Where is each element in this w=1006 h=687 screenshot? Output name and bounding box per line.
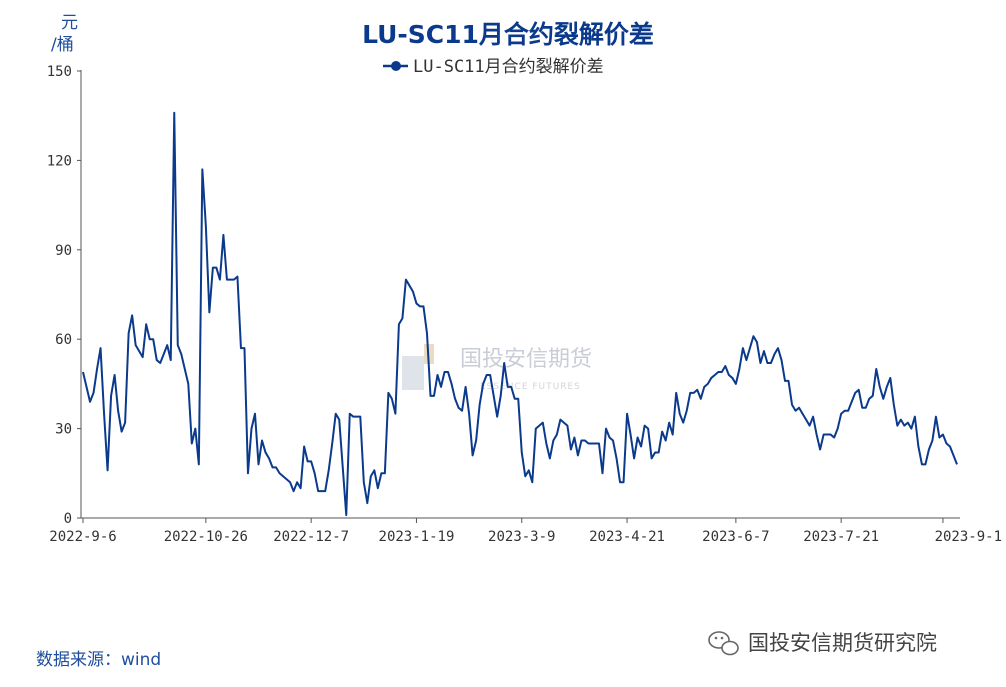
footer-brand: 国投安信期货研究院 xyxy=(708,631,937,656)
x-tick-label: 2022-10-26 xyxy=(164,529,248,545)
y-tick-label: 120 xyxy=(47,153,72,169)
x-ticks: 2022-9-6 2022-10-26 2022-12-7 2023-1-19 2023… xyxy=(49,518,1002,545)
x-tick-label: 2022-9-6 xyxy=(49,529,116,545)
watermark-logo xyxy=(402,356,424,390)
legend-marker xyxy=(391,61,401,71)
x-tick-label: 2023-3-9 xyxy=(488,529,555,545)
wechat-icon xyxy=(708,631,739,656)
x-tick-label: 2022-12-7 xyxy=(273,529,349,545)
legend: LU-SC11月合约裂解价差 xyxy=(383,57,604,77)
y-tick-label: 0 xyxy=(64,511,72,527)
x-tick-label: 2023-1-19 xyxy=(379,529,455,545)
data-source: 数据来源：wind xyxy=(36,650,161,670)
y-tick-label: 60 xyxy=(55,332,72,348)
x-tick-label: 2023-7-21 xyxy=(803,529,879,545)
series-line xyxy=(82,111,958,517)
y-tick-label: 90 xyxy=(55,243,72,259)
y-ticks: 0 30 60 90 120 150 xyxy=(47,64,81,527)
watermark-sub: ESSENCE FUTURES xyxy=(480,382,581,392)
watermark: 国投安信期货 ESSENCE FUTURES xyxy=(402,344,592,392)
y-axis-unit-top: 元 xyxy=(61,13,78,33)
legend-label: LU-SC11月合约裂解价差 xyxy=(413,57,604,77)
y-tick-label: 30 xyxy=(55,422,72,438)
footer-brand-text: 国投安信期货研究院 xyxy=(748,631,937,655)
chart-title: LU-SC11月合约裂解价差 xyxy=(362,20,654,49)
y-axis-unit-bottom: /桶 xyxy=(51,35,74,55)
x-tick-label: 2023-4-21 xyxy=(589,529,665,545)
x-tick-label: 2023-9-1 xyxy=(935,529,1002,545)
x-tick-label: 2023-6-7 xyxy=(702,529,769,545)
y-tick-label: 150 xyxy=(47,64,72,80)
watermark-name: 国投安信期货 xyxy=(460,347,592,372)
